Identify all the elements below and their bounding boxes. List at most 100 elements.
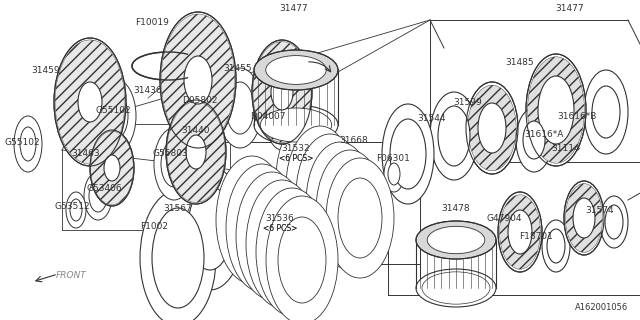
Ellipse shape [468, 85, 516, 171]
Ellipse shape [260, 108, 332, 142]
Text: FRONT: FRONT [56, 271, 87, 281]
Text: D04007: D04007 [250, 111, 285, 121]
Ellipse shape [54, 38, 126, 166]
Ellipse shape [271, 74, 293, 110]
Ellipse shape [278, 217, 326, 303]
Text: 31616*B: 31616*B [557, 111, 596, 121]
Ellipse shape [266, 90, 298, 150]
Ellipse shape [390, 119, 426, 189]
Ellipse shape [416, 221, 496, 259]
Ellipse shape [500, 195, 540, 269]
Ellipse shape [573, 198, 595, 238]
Ellipse shape [161, 141, 187, 187]
Ellipse shape [318, 162, 362, 242]
Text: G55102: G55102 [4, 138, 40, 147]
Text: 31616*A: 31616*A [524, 130, 564, 139]
Ellipse shape [140, 190, 216, 320]
Text: G53512: G53512 [54, 202, 90, 211]
Ellipse shape [600, 196, 628, 248]
Ellipse shape [516, 108, 552, 172]
Ellipse shape [430, 92, 478, 180]
Ellipse shape [326, 158, 394, 278]
Ellipse shape [176, 166, 244, 290]
Ellipse shape [184, 56, 212, 104]
Ellipse shape [438, 106, 470, 166]
Ellipse shape [152, 208, 204, 308]
Ellipse shape [508, 210, 532, 254]
Ellipse shape [328, 170, 372, 250]
Ellipse shape [288, 138, 332, 218]
Ellipse shape [70, 199, 82, 221]
Ellipse shape [266, 56, 326, 84]
Text: 31567: 31567 [164, 204, 193, 212]
Ellipse shape [254, 50, 338, 90]
Ellipse shape [527, 57, 584, 163]
Ellipse shape [161, 14, 235, 146]
Text: F18701: F18701 [519, 231, 553, 241]
Ellipse shape [14, 116, 42, 172]
Ellipse shape [428, 226, 485, 254]
Ellipse shape [276, 118, 344, 238]
Text: G47904: G47904 [486, 213, 522, 222]
Text: G55803: G55803 [152, 148, 188, 157]
Ellipse shape [296, 134, 364, 254]
Ellipse shape [258, 201, 306, 287]
Text: 31440: 31440 [182, 125, 211, 134]
Ellipse shape [252, 40, 312, 144]
Text: F1002: F1002 [140, 221, 168, 230]
Ellipse shape [226, 82, 254, 134]
Text: G53406: G53406 [86, 183, 122, 193]
Text: A162001056: A162001056 [575, 303, 628, 312]
Ellipse shape [286, 126, 354, 246]
Ellipse shape [416, 269, 496, 307]
Text: 31455: 31455 [224, 63, 252, 73]
Ellipse shape [605, 205, 623, 239]
Ellipse shape [547, 229, 565, 263]
Ellipse shape [542, 220, 570, 272]
Ellipse shape [498, 192, 542, 272]
Ellipse shape [248, 193, 296, 279]
Text: <6 PCS>: <6 PCS> [279, 154, 313, 163]
Ellipse shape [104, 155, 120, 181]
Text: D05802: D05802 [182, 95, 218, 105]
Ellipse shape [523, 121, 545, 159]
Ellipse shape [84, 172, 112, 220]
Text: 31536: 31536 [266, 213, 294, 222]
Ellipse shape [154, 128, 194, 200]
Text: 31459: 31459 [32, 66, 60, 75]
Text: <6 PCS>: <6 PCS> [263, 223, 297, 233]
Ellipse shape [564, 181, 604, 255]
Ellipse shape [238, 185, 286, 271]
Ellipse shape [236, 172, 308, 300]
Text: 31114: 31114 [552, 143, 580, 153]
Text: 31436: 31436 [134, 85, 163, 94]
Ellipse shape [55, 40, 125, 164]
Ellipse shape [338, 178, 382, 258]
Ellipse shape [308, 154, 352, 234]
Ellipse shape [584, 70, 628, 154]
Text: 31599: 31599 [454, 98, 483, 107]
Ellipse shape [226, 164, 298, 292]
Text: 31477: 31477 [280, 4, 308, 12]
Ellipse shape [216, 156, 288, 284]
Ellipse shape [268, 209, 316, 295]
Ellipse shape [167, 101, 225, 203]
Ellipse shape [306, 142, 374, 262]
Ellipse shape [228, 177, 276, 263]
Ellipse shape [253, 42, 311, 142]
Ellipse shape [272, 101, 292, 139]
Text: <6 PCS>: <6 PCS> [279, 154, 313, 163]
Text: 31485: 31485 [506, 58, 534, 67]
Text: <6 PCS>: <6 PCS> [263, 223, 297, 233]
Text: 31544: 31544 [418, 114, 446, 123]
Ellipse shape [100, 92, 128, 140]
Text: 31478: 31478 [442, 204, 470, 212]
Ellipse shape [78, 82, 102, 122]
Ellipse shape [478, 103, 506, 153]
Text: F10019: F10019 [135, 18, 169, 27]
Ellipse shape [92, 78, 136, 154]
Ellipse shape [166, 100, 226, 204]
Ellipse shape [266, 196, 338, 320]
Text: 31463: 31463 [72, 148, 100, 157]
Ellipse shape [160, 12, 236, 148]
